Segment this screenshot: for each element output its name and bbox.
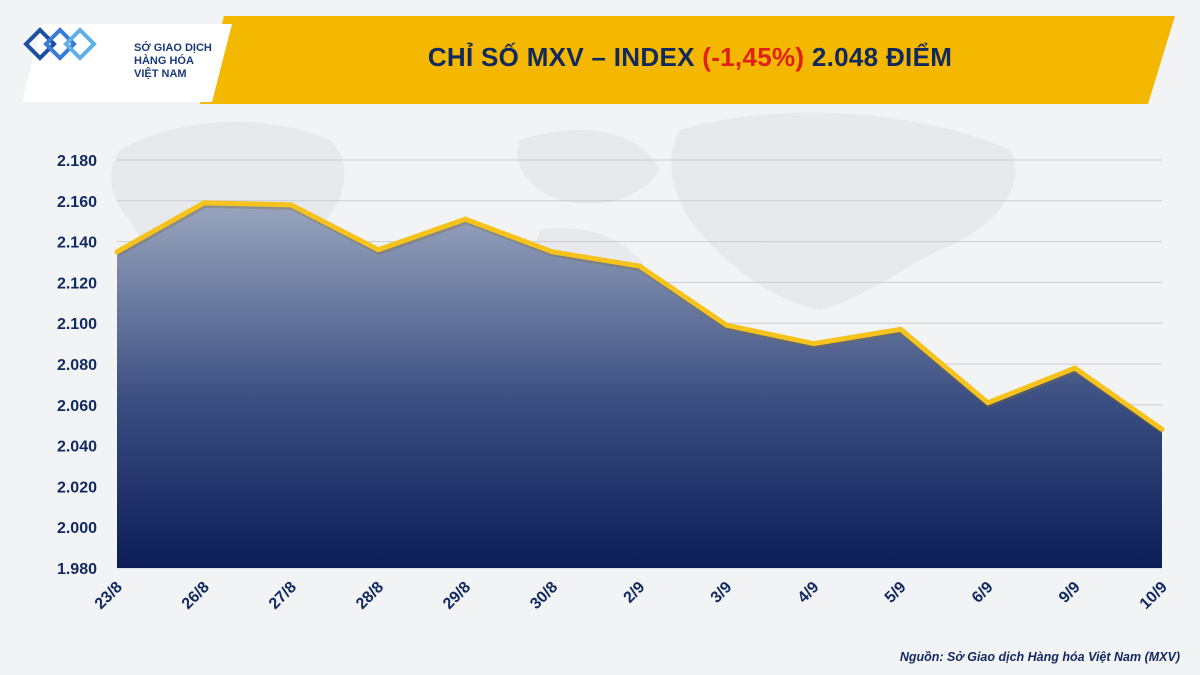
logo-line-1: SỞ GIAO DỊCH: [134, 42, 212, 54]
data-point: [114, 249, 120, 255]
data-point: [288, 202, 294, 208]
y-tick-label: 2.060: [57, 398, 97, 415]
data-point: [375, 247, 381, 253]
data-point: [637, 263, 642, 269]
data-point: [811, 341, 817, 347]
y-tick-label: 2.080: [57, 357, 97, 374]
data-point: [462, 216, 468, 222]
x-tick-label: 23/8: [92, 579, 126, 613]
header-banner: CHỈ SỐ MXV – INDEX (-1,45%) 2.048 ĐIỂM: [200, 16, 1200, 106]
x-axis: 23/8 26/8 27/8 28/8 29/8 30/8 2/9 3/9 4/9 5/9 6/9 9…: [92, 579, 1171, 613]
logo: SỞ GIAO DỊCH HÀNG HÓA VIỆT NAM: [22, 24, 232, 102]
y-tick-label: 2.020: [57, 479, 97, 496]
x-tick-label: 28/8: [353, 579, 387, 613]
x-tick-label: 4/9: [795, 579, 823, 607]
logo-line-2: HÀNG HÓA: [134, 55, 194, 67]
banner-shape: [200, 16, 1175, 104]
y-tick-label: 2.100: [57, 316, 97, 333]
data-point: [985, 400, 991, 406]
x-tick-label: 2/9: [621, 579, 649, 607]
x-tick-label: 10/9: [1137, 579, 1171, 613]
data-point: [201, 200, 207, 206]
logo-mark-icon: [23, 27, 97, 61]
y-tick-label: 1.980: [57, 561, 97, 578]
x-tick-label: 3/9: [708, 579, 736, 607]
x-tick-label: 9/9: [1056, 579, 1084, 607]
x-tick-label: 26/8: [179, 579, 213, 613]
y-tick-label: 2.040: [57, 439, 97, 456]
logo-text: SỞ GIAO DỊCH HÀNG HÓA VIỆT NAM: [134, 42, 234, 81]
area-fill: [117, 202, 1162, 568]
y-tick-label: 2.120: [57, 275, 97, 292]
data-point: [724, 322, 730, 328]
title-change-percent: (-1,45%): [702, 42, 805, 72]
title-prefix: CHỈ SỐ MXV – INDEX: [427, 42, 703, 72]
y-tick-label: 2.160: [57, 194, 97, 211]
title-suffix: 2.048 ĐIỂM: [804, 42, 953, 72]
source-note: Nguồn: Sở Giao dịch Hàng hóa Việt Nam (M…: [899, 650, 1180, 664]
x-tick-label: 30/8: [527, 579, 561, 613]
x-tick-label: 27/8: [266, 579, 300, 613]
data-point: [898, 326, 904, 332]
y-tick-label: 2.180: [57, 153, 97, 170]
y-tick-label: 2.140: [57, 235, 97, 252]
data-point: [549, 249, 555, 255]
x-tick-label: 5/9: [882, 579, 910, 607]
x-tick-label: 6/9: [969, 579, 997, 607]
y-axis: 1.980 2.000 2.020 2.040 2.060 2.080 2.100 2.120…: [57, 153, 97, 578]
y-tick-label: 2.000: [57, 520, 97, 537]
area-series: [114, 200, 1165, 568]
data-point: [1072, 365, 1078, 371]
x-tick-label: 29/8: [440, 579, 474, 613]
data-point: [1159, 426, 1165, 432]
logo-line-3: VIỆT NAM: [134, 68, 187, 80]
chart-title: CHỈ SỐ MXV – INDEX (-1,45%) 2.048 ĐIỂM: [340, 42, 1040, 73]
